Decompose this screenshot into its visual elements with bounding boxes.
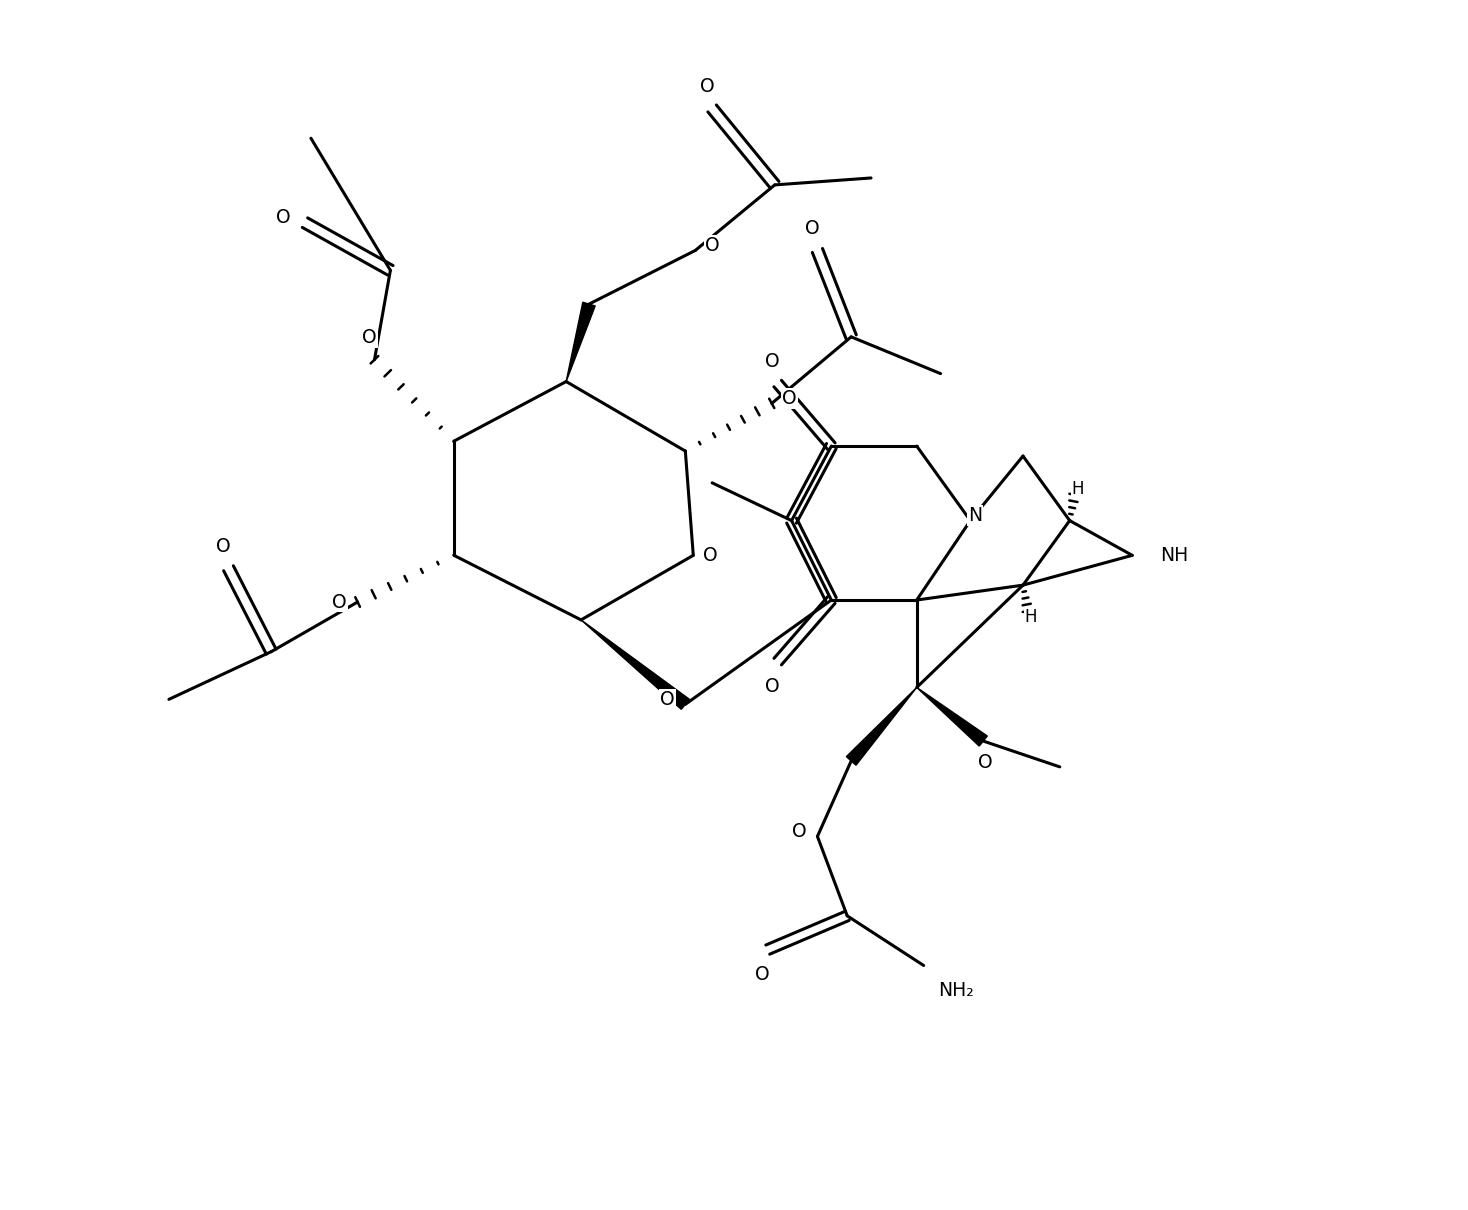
Text: O: O [765,352,780,371]
Polygon shape [847,687,916,765]
Text: O: O [661,690,675,709]
Text: O: O [703,546,718,565]
Text: O: O [332,593,346,611]
Polygon shape [581,620,690,709]
Text: O: O [216,537,230,555]
Text: O: O [793,822,807,841]
Text: O: O [705,236,719,255]
Text: O: O [276,208,291,227]
Text: O: O [756,964,771,984]
Text: N: N [969,506,982,525]
Text: O: O [363,328,377,347]
Text: O: O [782,388,797,408]
Text: O: O [700,77,715,96]
Text: NH₂: NH₂ [938,981,975,999]
Polygon shape [567,302,595,381]
Text: O: O [804,219,819,238]
Text: O: O [765,676,780,696]
Text: H: H [1072,480,1083,497]
Polygon shape [916,687,988,747]
Text: O: O [978,754,992,772]
Text: H: H [1025,607,1038,626]
Text: NH: NH [1160,546,1188,565]
